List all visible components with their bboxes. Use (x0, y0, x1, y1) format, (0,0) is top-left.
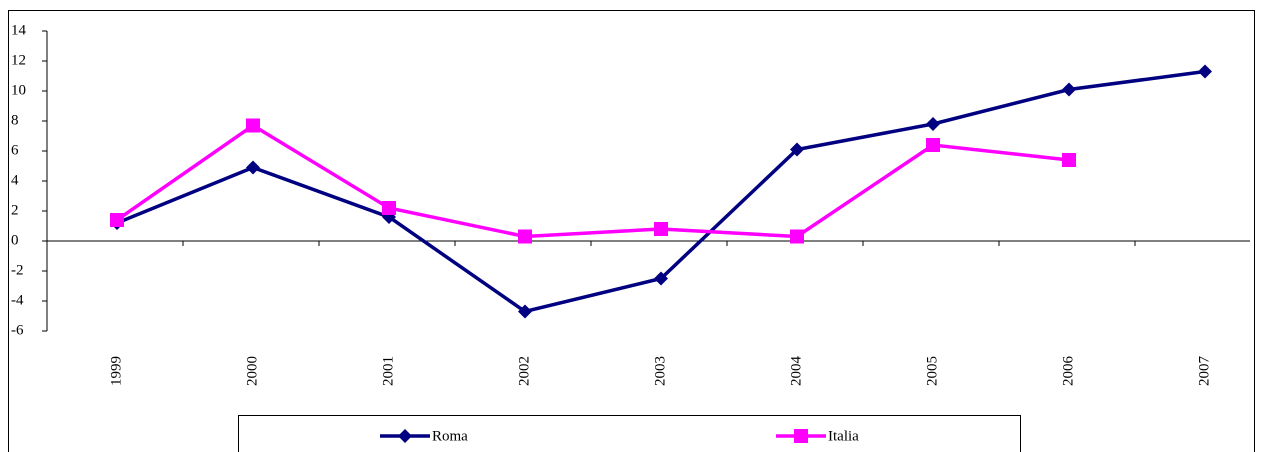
marker (518, 229, 532, 244)
y-tick-label: 4 (11, 172, 19, 188)
x-tick-label: 1999 (108, 356, 124, 386)
x-tick-label: 2004 (788, 356, 804, 387)
marker (926, 138, 940, 152)
marker (518, 304, 532, 319)
x-tick-label: 2005 (924, 356, 940, 386)
marker (926, 117, 940, 131)
y-tick-label: -2 (11, 262, 24, 278)
legend-box (238, 415, 1021, 452)
marker (1062, 153, 1076, 167)
y-tick-label: 8 (11, 112, 19, 128)
x-tick-label: 2006 (1060, 356, 1076, 387)
y-tick-label: 2 (11, 202, 19, 218)
x-tick-label: 2002 (516, 356, 532, 386)
marker (246, 160, 260, 175)
x-tick-label: 2000 (244, 356, 260, 386)
x-tick-label: 2001 (380, 356, 396, 386)
chart-frame (8, 10, 1255, 452)
marker (246, 118, 260, 133)
x-tick-label: 2003 (652, 356, 668, 386)
marker (790, 229, 804, 244)
x-tick-label: 2007 (1196, 356, 1212, 387)
marker (110, 213, 124, 227)
legend-marker (794, 429, 808, 443)
marker (1062, 82, 1076, 97)
marker (790, 142, 804, 157)
series-line (116, 123, 1070, 239)
y-tick-label: -6 (11, 322, 24, 338)
y-tick-label: 14 (11, 22, 27, 38)
y-tick-label: 6 (11, 142, 19, 158)
marker (654, 222, 668, 236)
y-tick-label: 0 (11, 232, 19, 248)
y-tick-label: -4 (11, 292, 24, 308)
marker (382, 201, 396, 215)
legend-label: Italia (828, 428, 859, 444)
marker (1198, 64, 1212, 79)
legend-marker (398, 429, 412, 443)
y-tick-label: 12 (11, 52, 26, 68)
marker (654, 271, 668, 286)
y-tick-label: 10 (11, 82, 26, 98)
legend-label: Roma (432, 428, 468, 444)
